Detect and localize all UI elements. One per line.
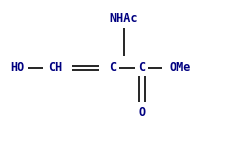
Text: O: O	[139, 106, 145, 119]
Text: C: C	[139, 61, 145, 74]
Text: CH: CH	[48, 61, 63, 74]
Text: HO: HO	[10, 61, 24, 74]
Text: OMe: OMe	[170, 61, 191, 74]
Text: NHAc: NHAc	[109, 12, 138, 25]
Text: C: C	[109, 61, 116, 74]
